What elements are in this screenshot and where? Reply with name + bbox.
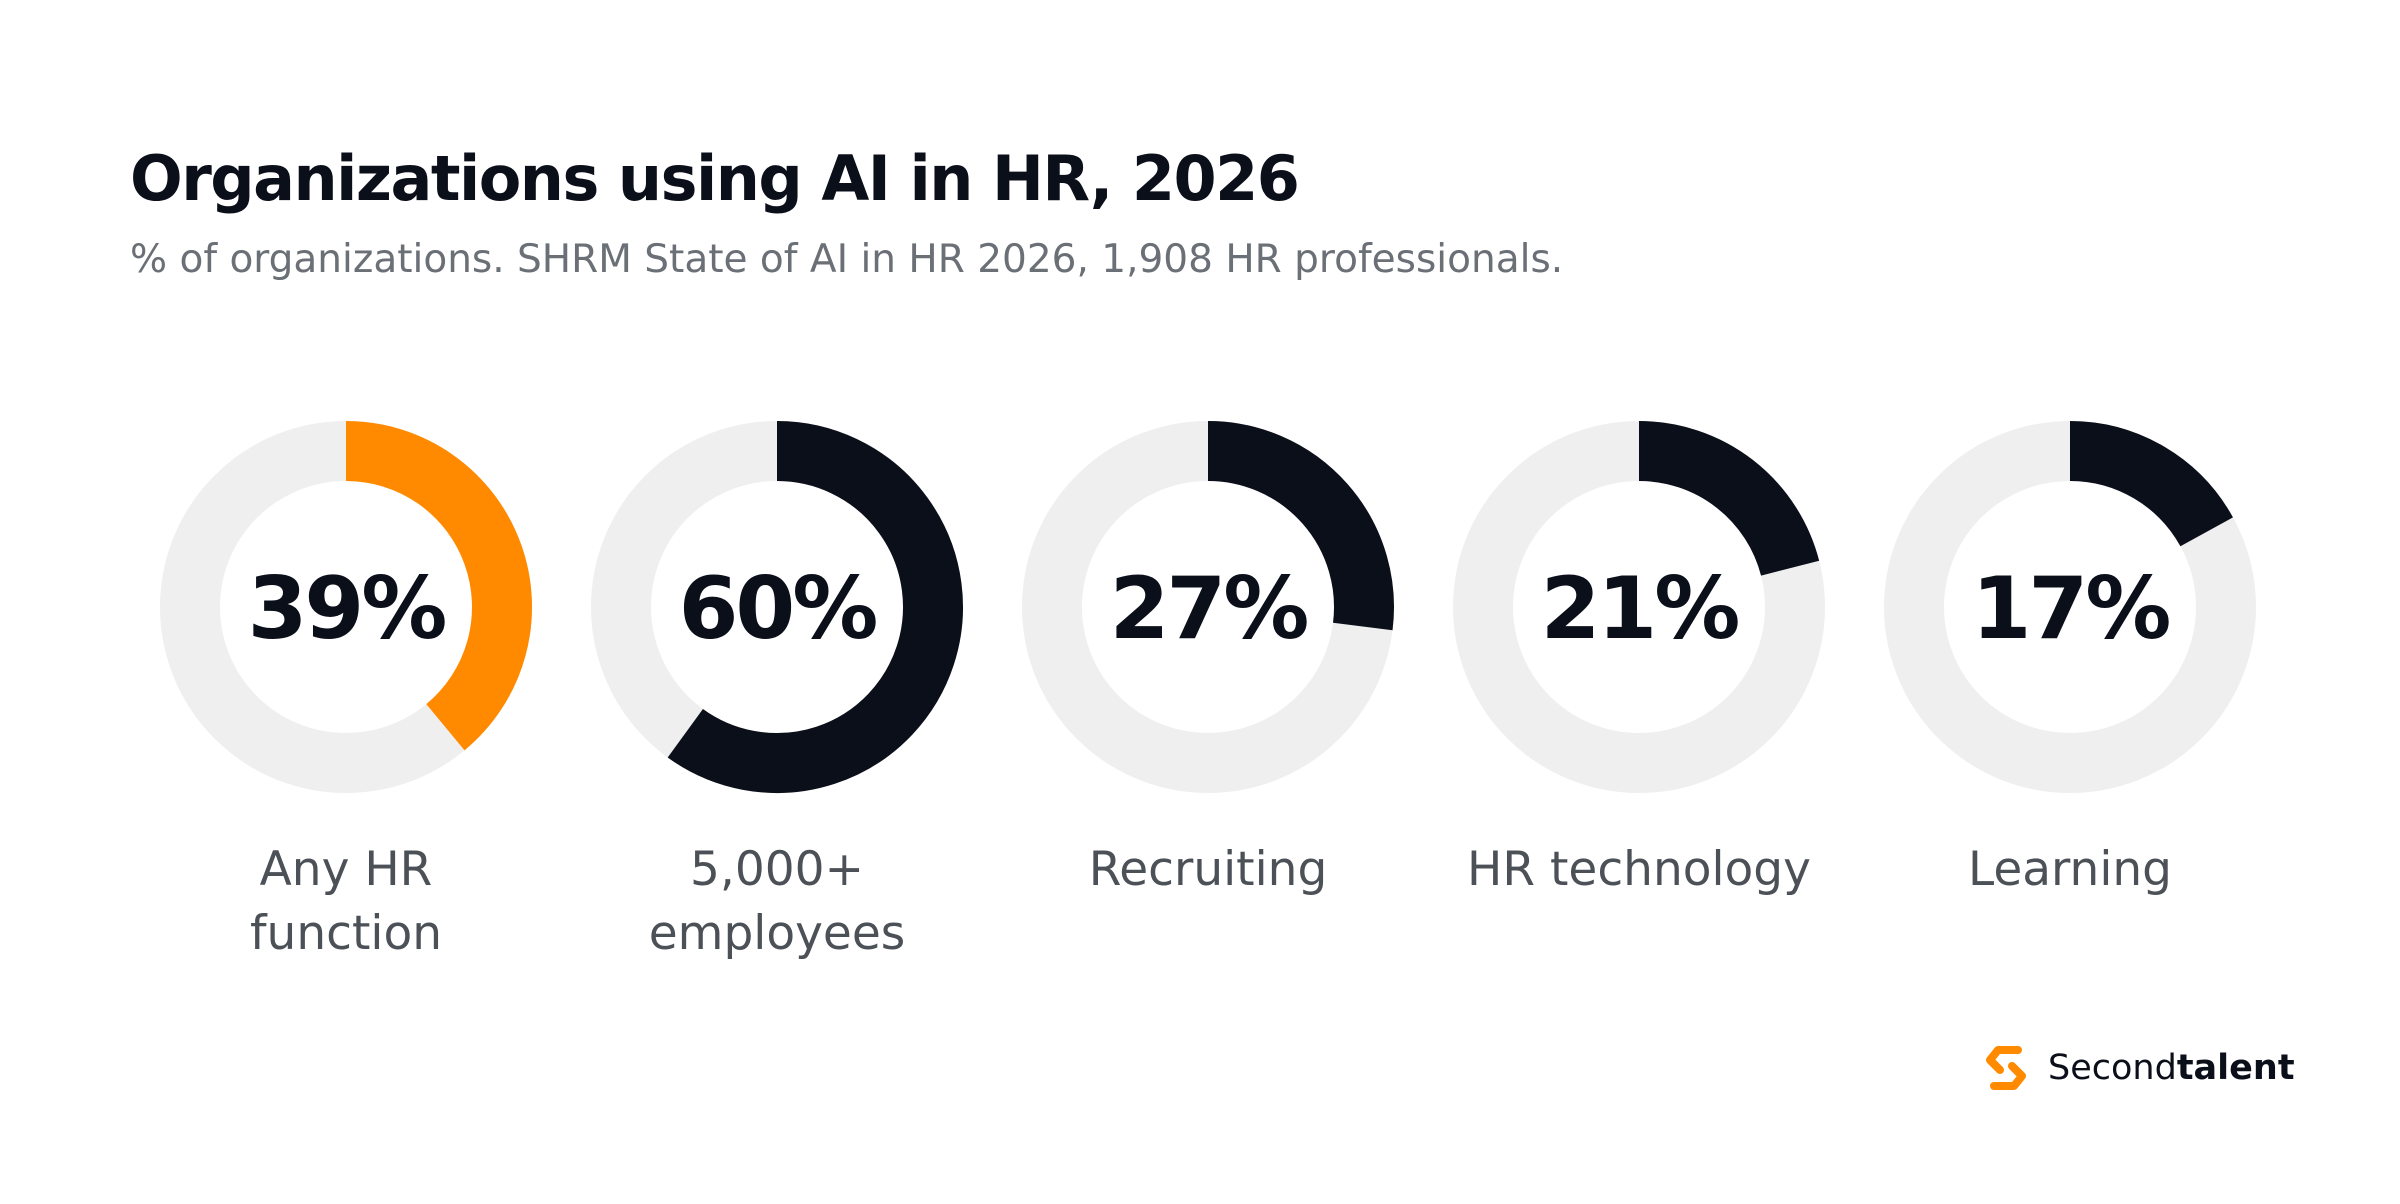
chart-subtitle: % of organizations. SHRM State of AI in … — [130, 237, 1564, 282]
donut-item: 21% HR technology — [1453, 421, 1825, 897]
brand-wordmark-regular: Second — [2048, 1048, 2177, 1088]
donut-category-label: Recruiting — [1089, 842, 1328, 897]
brand-wordmark: Secondtalent — [2048, 1048, 2295, 1088]
donut-category-label: HR technology — [1467, 842, 1811, 897]
donut-category-label: function — [250, 906, 442, 961]
donut-value-label: 21% — [1541, 559, 1739, 659]
brand-logo: Secondtalent — [1978, 1038, 2295, 1098]
donut-item: 17% Learning — [1884, 421, 2256, 897]
donut-value-label: 39% — [248, 559, 446, 659]
donut-arc — [345, 421, 532, 751]
donut-category-label: employees — [649, 906, 905, 961]
donut-category-label: Learning — [1968, 842, 2172, 897]
donut-arc — [1638, 421, 1820, 577]
donut-arc — [2069, 421, 2233, 547]
secondtalent-s-icon — [1986, 1046, 2026, 1090]
donut-item: 60% 5,000+ employees — [591, 421, 963, 961]
donut-value-label: 27% — [1110, 559, 1308, 659]
brand-wordmark-bold: talent — [2176, 1048, 2295, 1088]
donut-category-label: Any HR — [260, 842, 433, 897]
donut-value-label: 60% — [679, 559, 877, 659]
donut-item: 27% Recruiting — [1022, 421, 1394, 897]
donut-track — [1884, 421, 2256, 793]
donut-arc — [1207, 421, 1394, 631]
donut-track — [1022, 421, 1394, 793]
chart-title: Organizations using AI in HR, 2026 — [130, 142, 1300, 215]
donut-track — [160, 421, 532, 793]
donut-value-label: 17% — [1972, 559, 2170, 659]
donut-category-label: 5,000+ — [690, 842, 864, 897]
donut-track — [591, 421, 963, 793]
donut-item: 39% Any HR function — [160, 421, 532, 961]
donut-arc — [667, 421, 963, 793]
donut-track — [1453, 421, 1825, 793]
